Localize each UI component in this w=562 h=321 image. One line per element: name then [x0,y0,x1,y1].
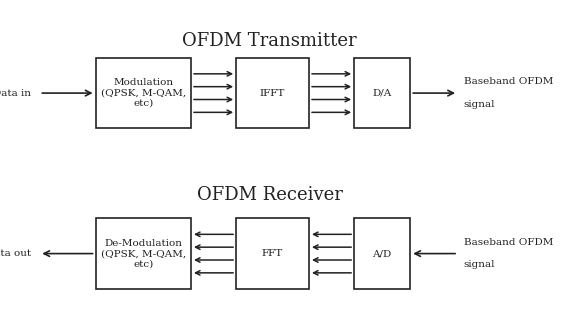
Text: OFDM Transmitter: OFDM Transmitter [183,32,357,50]
Text: Baseband OFDM: Baseband OFDM [464,77,553,86]
Bar [96,218,191,289]
Bar [96,58,191,128]
Bar [236,218,309,289]
Text: signal: signal [464,100,495,109]
Text: OFDM Receiver: OFDM Receiver [197,186,343,204]
Text: Baseband OFDM: Baseband OFDM [464,238,553,247]
Text: A/D: A/D [373,249,392,258]
Text: signal: signal [464,260,495,269]
Text: Modulation
(QPSK, M-QAM,
etc): Modulation (QPSK, M-QAM, etc) [101,78,186,108]
Bar [354,58,410,128]
Bar [354,218,410,289]
Text: Data in: Data in [0,89,31,98]
Text: D/A: D/A [373,89,392,98]
Text: De-Modulation
(QPSK, M-QAM,
etc): De-Modulation (QPSK, M-QAM, etc) [101,239,186,268]
Text: FFT: FFT [262,249,283,258]
Text: Data out: Data out [0,249,31,258]
Bar [236,58,309,128]
Text: IFFT: IFFT [260,89,285,98]
